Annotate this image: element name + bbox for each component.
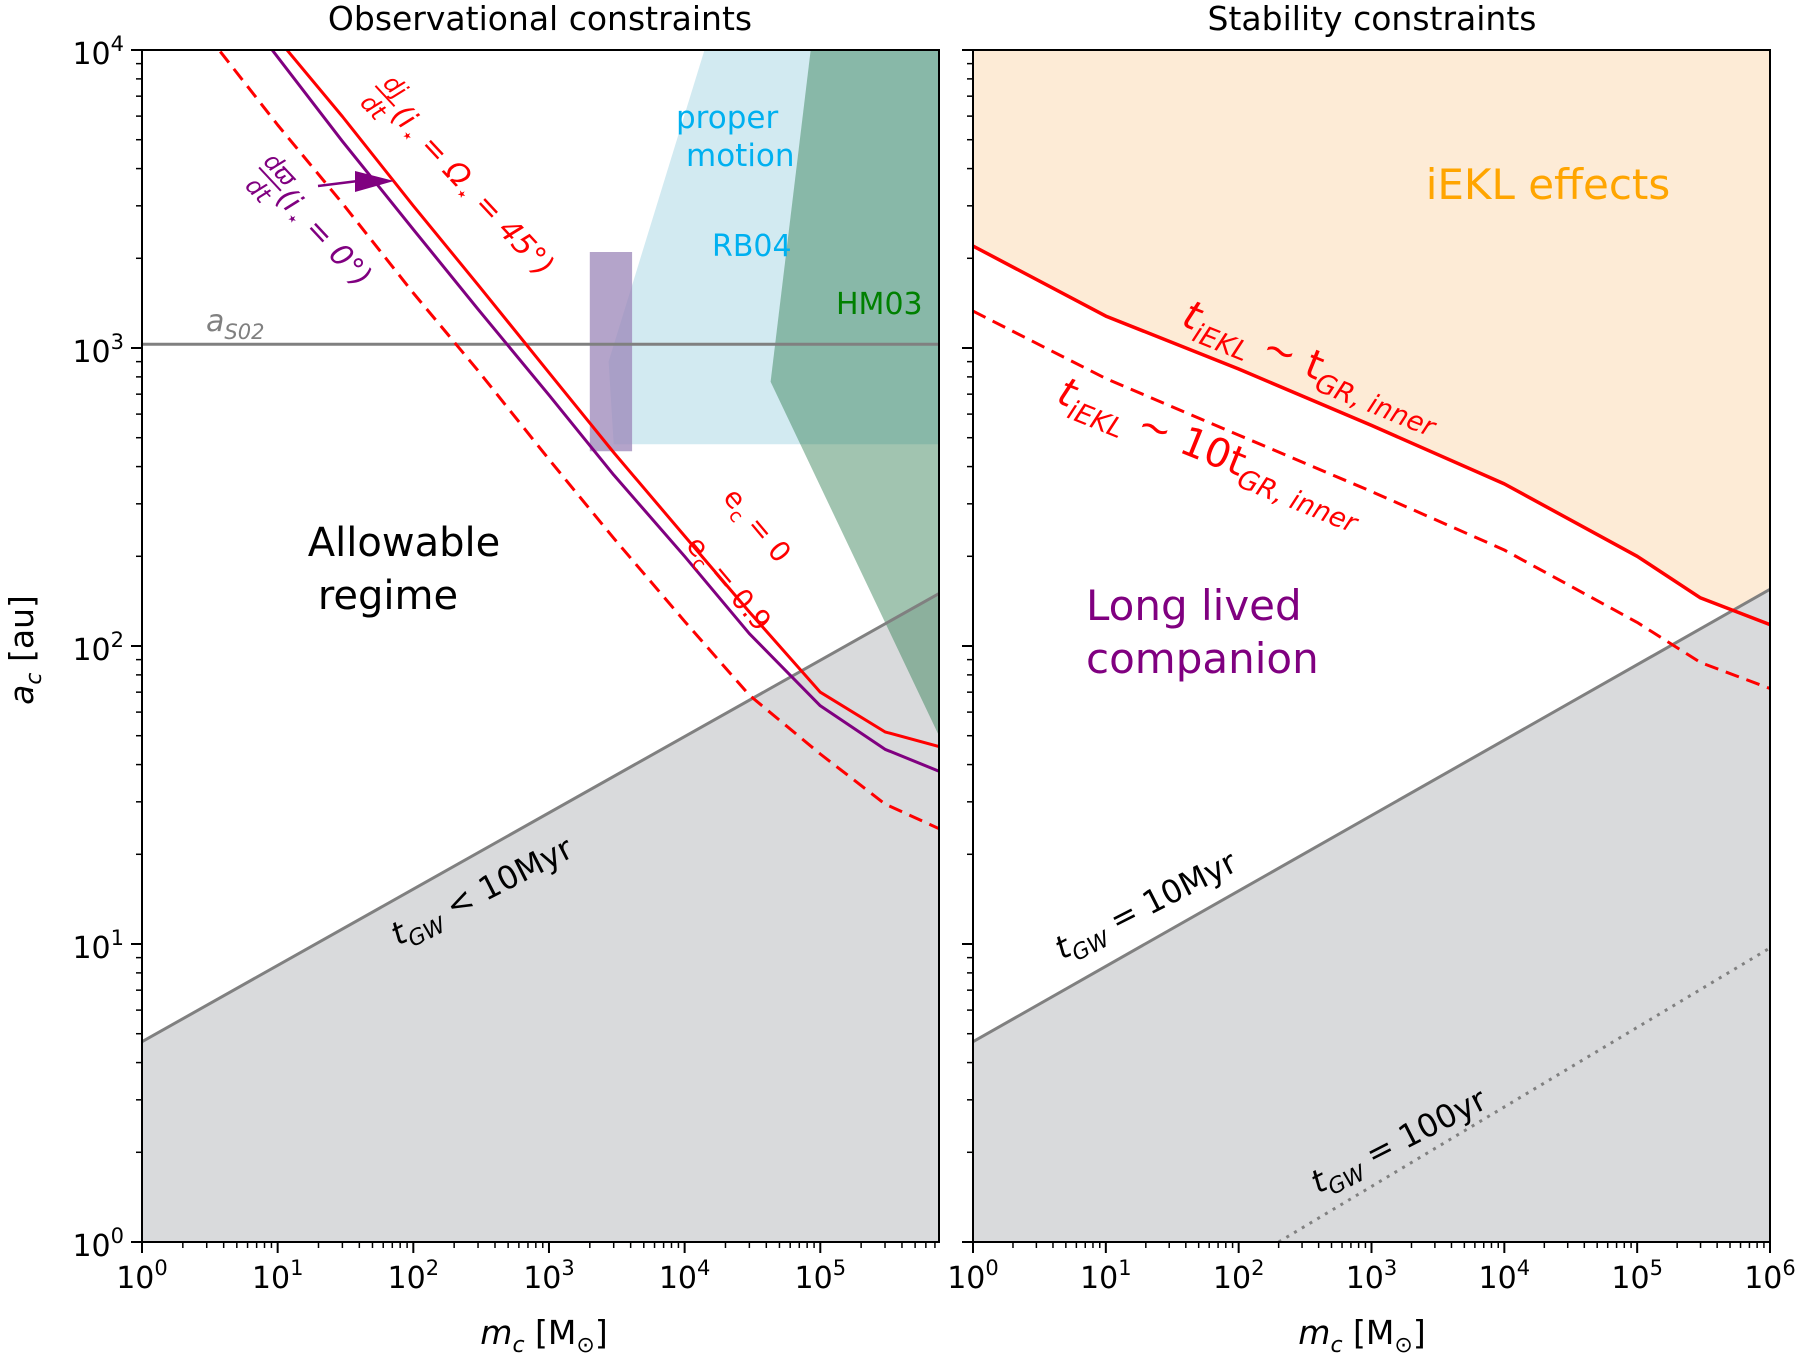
region-tgw-fill: [142, 593, 939, 1242]
label-regime: regime: [318, 573, 458, 619]
arrow-dw-head: [355, 171, 394, 192]
svg-text:(i⋆ = Ω⋆ = 45°): (i⋆ = Ω⋆ = 45°): [381, 98, 560, 286]
y-tick-label: 103: [72, 330, 124, 370]
x-tick-label: 102: [388, 1256, 440, 1296]
region-proper-motion: [608, 50, 939, 445]
x-tick-label: 102: [1213, 1256, 1265, 1296]
label-dw-dt: dϖ dt (i⋆ = 0°): [240, 147, 379, 297]
label-motion: motion: [686, 138, 795, 174]
x-tick-label: 101: [1080, 1256, 1132, 1296]
region-purple-box: [589, 252, 633, 452]
right-title: Stability constraints: [1208, 0, 1537, 38]
arrow-dw-shaft: [317, 179, 359, 188]
x-tick-label: 103: [1346, 1256, 1398, 1296]
left-axes-frame: [141, 49, 940, 1243]
y-axis-label: ac [au]: [2, 595, 47, 705]
label-companion: companion: [1086, 634, 1319, 683]
x-tick-label: 100: [116, 1256, 168, 1296]
x-tick-label: 105: [795, 1256, 847, 1296]
right-plot-area: [973, 50, 1770, 1242]
line-tgw-10myr: [142, 592, 939, 1044]
y-tick-label: 102: [72, 628, 124, 668]
line-tiekl-tgr: [973, 244, 1770, 627]
line-dj-ec09: [217, 50, 939, 830]
x-tick-label: 100: [947, 1256, 999, 1296]
line-dj-ec0: [285, 50, 939, 748]
right-axes-frame: [972, 49, 1771, 1243]
x-axis-label-right: mc [M⊙]: [1298, 1313, 1425, 1358]
line-tiekl-10tgr: [973, 309, 1770, 690]
x-tick-label: 101: [252, 1256, 304, 1296]
label-long-lived: Long lived: [1086, 581, 1302, 630]
y-tick-label: 101: [72, 926, 124, 966]
line-tgw-100yr: [1277, 946, 1770, 1242]
x-tick-label: 106: [1744, 1256, 1796, 1296]
panel-observational: 100 101 102 103 104 105 100 101 102 103 104 Observ…: [2, 0, 940, 1358]
right-ticks: 100 101 102 103 104 105 106: [947, 49, 1796, 1296]
left-ticks: 100 101 102 103 104 105 100 101 102 103 104: [72, 32, 936, 1296]
y-tick-label: 104: [72, 32, 124, 72]
region-hm03: [770, 50, 939, 736]
x-tick-label: 103: [523, 1256, 575, 1296]
left-plot-area: [142, 50, 939, 1242]
panel-stability: 100 101 102 103 104 105 106 Stability constrai…: [947, 0, 1796, 1358]
svg-text:(i⋆ = 0°): (i⋆ = 0°): [266, 181, 378, 297]
label-proper: proper: [676, 100, 778, 136]
line-dw-dt: [270, 50, 939, 773]
left-title: Observational constraints: [328, 0, 752, 38]
line-tgw-10myr: [973, 587, 1770, 1044]
x-tick-label: 104: [659, 1256, 711, 1296]
label-iekl-effects: iEKL effects: [1426, 160, 1671, 209]
label-as02: aS02: [206, 304, 264, 344]
x-tick-label: 104: [1479, 1256, 1531, 1296]
region-tgw-fill: [973, 589, 1770, 1242]
label-hm03: HM03: [836, 287, 923, 322]
x-axis-label-left: mc [M⊙]: [480, 1313, 607, 1358]
label-allowable: Allowable: [308, 520, 500, 566]
region-iekl-effects: [973, 50, 1770, 625]
label-rb04: RB04: [712, 229, 792, 264]
y-tick-label: 100: [72, 1224, 124, 1264]
x-tick-label: 105: [1611, 1256, 1663, 1296]
